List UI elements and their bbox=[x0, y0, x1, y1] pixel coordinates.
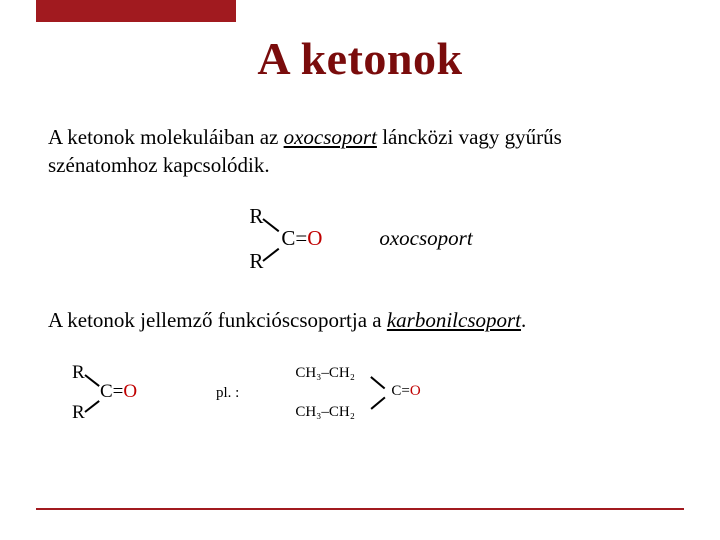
example-right: CH₃–CH₂ CH₃–CH₂ C=O bbox=[295, 363, 475, 423]
footer-divider bbox=[36, 508, 684, 510]
oxocsoport-label: oxocsoport bbox=[379, 226, 472, 251]
center-formula-row: R R C=O oxocsoport bbox=[0, 204, 720, 274]
carbonyl-co: C=O bbox=[281, 226, 322, 251]
bond-top bbox=[263, 218, 280, 232]
para2-t1: A ketonok jellemző funkcióscsoportja a bbox=[48, 308, 387, 332]
center-formula: R R C=O bbox=[247, 204, 357, 274]
ex-right-bond-bottom bbox=[371, 397, 386, 410]
examples-row: R R C=O pl. : CH₃–CH₂ CH₃–CH₂ C=O bbox=[70, 362, 672, 424]
paragraph-2: A ketonok jellemző funkcióscsoportja a k… bbox=[48, 306, 672, 334]
header-band bbox=[36, 0, 236, 22]
ex-left-r-top: R bbox=[72, 362, 85, 384]
paragraph-1: A ketonok molekuláiban az oxocsoport lán… bbox=[48, 123, 672, 180]
example-left: R R C=O bbox=[70, 362, 160, 424]
ex-left-c: C= bbox=[100, 381, 123, 402]
ex-right-o: O bbox=[410, 383, 421, 399]
example-label: pl. : bbox=[216, 385, 239, 402]
ex-right-top: CH₃–CH₂ bbox=[295, 365, 355, 382]
para2-emph: karbonilcsoport bbox=[387, 308, 521, 332]
ex-left-co: C=O bbox=[100, 381, 137, 403]
para1-emph: oxocsoport bbox=[284, 125, 377, 149]
para2-t2: . bbox=[521, 308, 526, 332]
r-top: R bbox=[249, 204, 263, 229]
ex-right-co: C=O bbox=[391, 383, 420, 400]
r-bottom: R bbox=[249, 249, 263, 274]
carbon-eq: C= bbox=[281, 226, 307, 250]
ex-left-r-bottom: R bbox=[72, 402, 85, 424]
ex-right-bottom: CH₃–CH₂ bbox=[295, 404, 355, 421]
bond-bottom bbox=[263, 248, 280, 262]
ex-left-o: O bbox=[123, 381, 137, 402]
ex-right-bond-top bbox=[371, 376, 386, 389]
para1-prefix: A ketonok molekuláiban az bbox=[48, 125, 284, 149]
oxygen-atom: O bbox=[307, 226, 322, 250]
ex-left-bond-top bbox=[84, 374, 99, 387]
page-title: A ketonok bbox=[0, 32, 720, 85]
ex-left-bond-bottom bbox=[84, 400, 99, 413]
ex-right-c: C= bbox=[391, 383, 409, 399]
